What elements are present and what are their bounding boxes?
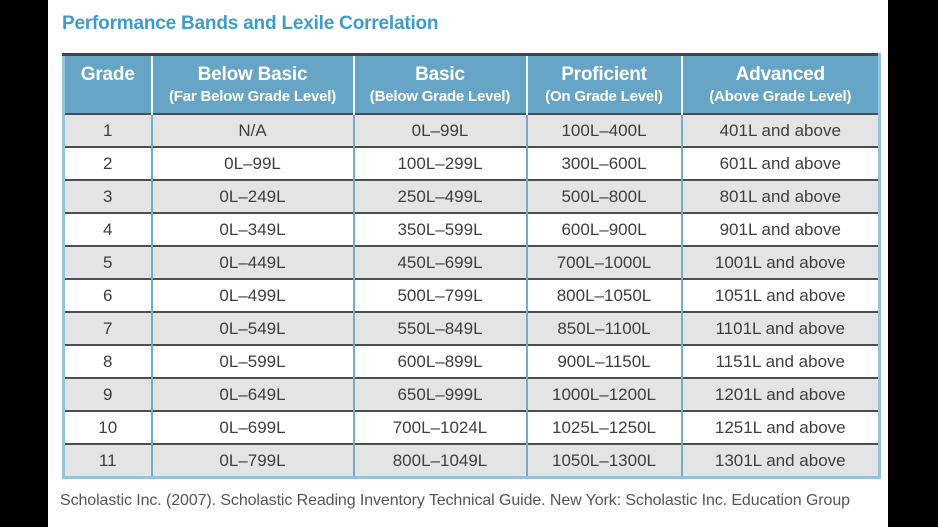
column-sublabel: (Below Grade Level) bbox=[369, 88, 511, 105]
table-row: 11 0L–799L 800L–1049L 1050L–1300L 1301L … bbox=[63, 443, 880, 478]
advanced-cell: 1001L and above bbox=[680, 245, 880, 279]
basic-cell: 700L–1024L bbox=[352, 410, 527, 444]
proficient-cell: 300L–600L bbox=[525, 146, 682, 180]
table-row: 9 0L–649L 650L–999L 1000L–1200L 1201L an… bbox=[63, 377, 880, 411]
advanced-cell: 1201L and above bbox=[680, 377, 880, 411]
advanced-cell: 1251L and above bbox=[680, 410, 880, 444]
right-black-bar bbox=[888, 0, 938, 527]
proficient-cell: 100L–400L bbox=[525, 113, 682, 147]
below-basic-cell: 0L–699L bbox=[150, 410, 354, 444]
page-title: Performance Bands and Lexile Correlation bbox=[62, 13, 439, 34]
proficient-cell: 500L–800L bbox=[525, 179, 682, 213]
basic-cell: 550L–849L bbox=[352, 311, 527, 345]
basic-cell: 500L–799L bbox=[352, 278, 527, 312]
advanced-cell: 801L and above bbox=[680, 179, 880, 213]
column-header-advanced: Advanced (Above Grade Level) bbox=[680, 54, 880, 114]
advanced-cell: 601L and above bbox=[680, 146, 880, 180]
citation-text: Scholastic Inc. (2007). Scholastic Readi… bbox=[60, 492, 850, 509]
advanced-cell: 1051L and above bbox=[680, 278, 880, 312]
below-basic-cell: 0L–799L bbox=[150, 443, 354, 478]
below-basic-cell: N/A bbox=[150, 113, 354, 147]
column-sublabel: (On Grade Level) bbox=[545, 88, 663, 105]
column-label: Grade bbox=[80, 64, 135, 85]
table-row: 3 0L–249L 250L–499L 500L–800L 801L and a… bbox=[63, 179, 880, 213]
grade-cell: 1 bbox=[63, 113, 152, 147]
table-body: 1 N/A 0L–99L 100L–400L 401L and above 2 … bbox=[63, 113, 880, 478]
column-header-basic: Basic (Below Grade Level) bbox=[352, 54, 527, 114]
header-row: Grade Below Basic (Far Below Grade Level… bbox=[63, 54, 880, 114]
basic-cell: 450L–699L bbox=[352, 245, 527, 279]
column-sublabel: (Far Below Grade Level) bbox=[168, 88, 337, 105]
left-black-bar bbox=[0, 0, 48, 527]
column-label: Advanced bbox=[735, 64, 825, 85]
table-row: 2 0L–99L 100L–299L 300L–600L 601L and ab… bbox=[63, 146, 880, 180]
proficient-cell: 850L–1100L bbox=[525, 311, 682, 345]
below-basic-cell: 0L–499L bbox=[150, 278, 354, 312]
proficient-cell: 700L–1000L bbox=[525, 245, 682, 279]
proficient-cell: 800L–1050L bbox=[525, 278, 682, 312]
grade-cell: 5 bbox=[63, 245, 152, 279]
grade-cell: 3 bbox=[63, 179, 152, 213]
below-basic-cell: 0L–549L bbox=[150, 311, 354, 345]
column-label: Basic bbox=[415, 64, 465, 85]
below-basic-cell: 0L–449L bbox=[150, 245, 354, 279]
column-header-below-basic: Below Basic (Far Below Grade Level) bbox=[150, 54, 354, 114]
grade-cell: 11 bbox=[63, 443, 152, 478]
proficient-cell: 1050L–1300L bbox=[525, 443, 682, 478]
below-basic-cell: 0L–649L bbox=[150, 377, 354, 411]
proficient-cell: 1025L–1250L bbox=[525, 410, 682, 444]
proficient-cell: 600L–900L bbox=[525, 212, 682, 246]
table-row: 7 0L–549L 550L–849L 850L–1100L 1101L and… bbox=[63, 311, 880, 345]
advanced-cell: 401L and above bbox=[680, 113, 880, 147]
below-basic-cell: 0L–249L bbox=[150, 179, 354, 213]
column-header-proficient: Proficient (On Grade Level) bbox=[525, 54, 682, 114]
basic-cell: 250L–499L bbox=[352, 179, 527, 213]
column-sublabel: (Above Grade Level) bbox=[709, 88, 852, 105]
proficient-cell: 1000L–1200L bbox=[525, 377, 682, 411]
table-header: Grade Below Basic (Far Below Grade Level… bbox=[63, 54, 880, 114]
grade-cell: 2 bbox=[63, 146, 152, 180]
basic-cell: 0L–99L bbox=[352, 113, 527, 147]
basic-cell: 800L–1049L bbox=[352, 443, 527, 478]
basic-cell: 100L–299L bbox=[352, 146, 527, 180]
table-row: 8 0L–599L 600L–899L 900L–1150L 1151L and… bbox=[63, 344, 880, 378]
table-row: 4 0L–349L 350L–599L 600L–900L 901L and a… bbox=[63, 212, 880, 246]
content-area: Performance Bands and Lexile Correlation… bbox=[48, 0, 888, 527]
grade-cell: 4 bbox=[63, 212, 152, 246]
table-row: 1 N/A 0L–99L 100L–400L 401L and above bbox=[63, 113, 880, 147]
basic-cell: 650L–999L bbox=[352, 377, 527, 411]
column-header-grade: Grade bbox=[63, 54, 152, 114]
basic-cell: 600L–899L bbox=[352, 344, 527, 378]
column-label: Below Basic bbox=[197, 64, 308, 85]
below-basic-cell: 0L–99L bbox=[150, 146, 354, 180]
advanced-cell: 1101L and above bbox=[680, 311, 880, 345]
advanced-cell: 1151L and above bbox=[680, 344, 880, 378]
lexile-correlation-table: Grade Below Basic (Far Below Grade Level… bbox=[62, 53, 881, 479]
grade-cell: 10 bbox=[63, 410, 152, 444]
grade-cell: 9 bbox=[63, 377, 152, 411]
table-row: 10 0L–699L 700L–1024L 1025L–1250L 1251L … bbox=[63, 410, 880, 444]
table-row: 6 0L–499L 500L–799L 800L–1050L 1051L and… bbox=[63, 278, 880, 312]
basic-cell: 350L–599L bbox=[352, 212, 527, 246]
grade-cell: 8 bbox=[63, 344, 152, 378]
advanced-cell: 901L and above bbox=[680, 212, 880, 246]
proficient-cell: 900L–1150L bbox=[525, 344, 682, 378]
grade-cell: 7 bbox=[63, 311, 152, 345]
advanced-cell: 1301L and above bbox=[680, 443, 880, 478]
table-row: 5 0L–449L 450L–699L 700L–1000L 1001L and… bbox=[63, 245, 880, 279]
grade-cell: 6 bbox=[63, 278, 152, 312]
below-basic-cell: 0L–349L bbox=[150, 212, 354, 246]
column-label: Proficient bbox=[561, 64, 647, 85]
below-basic-cell: 0L–599L bbox=[150, 344, 354, 378]
